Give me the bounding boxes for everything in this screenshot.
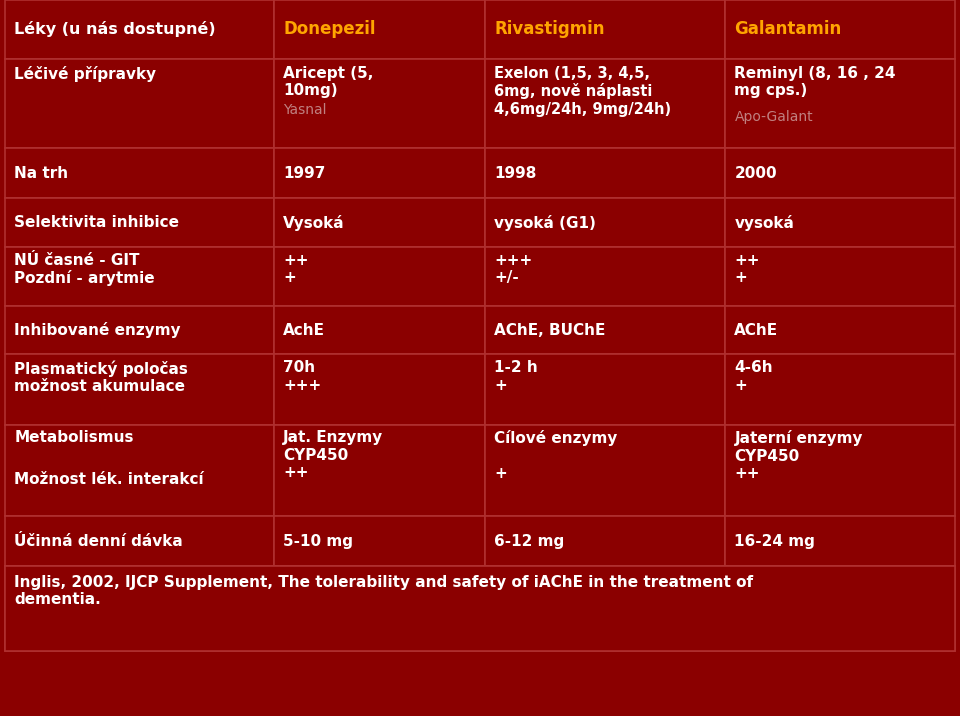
Text: Metabolismus: Metabolismus	[14, 430, 133, 445]
Bar	[725, 148, 955, 198]
Bar	[5, 247, 274, 306]
Text: ++
+: ++ +	[734, 253, 760, 285]
Text: Vysoká: Vysoká	[283, 215, 345, 231]
Text: 1998: 1998	[494, 166, 537, 180]
Bar	[274, 247, 485, 306]
Bar	[274, 148, 485, 198]
Bar	[5, 306, 274, 354]
Text: AChE, BUChE: AChE, BUChE	[494, 323, 606, 337]
Bar	[274, 306, 485, 354]
Text: Cílové enzymy

+: Cílové enzymy +	[494, 430, 618, 481]
Bar	[5, 354, 274, 425]
Bar	[725, 306, 955, 354]
Text: 6-12 mg: 6-12 mg	[494, 534, 564, 548]
Text: AChE: AChE	[734, 323, 779, 337]
Bar	[274, 516, 485, 566]
Text: Účinná denní dávka: Účinná denní dávka	[14, 534, 183, 548]
Text: 5-10 mg: 5-10 mg	[283, 534, 353, 548]
Text: 70h
+++: 70h +++	[283, 360, 322, 392]
Bar	[725, 198, 955, 247]
Text: 2000: 2000	[734, 166, 777, 180]
Text: Rivastigmin: Rivastigmin	[494, 20, 605, 39]
Text: Jat. Enzymy
CYP450
++: Jat. Enzymy CYP450 ++	[283, 430, 383, 480]
Text: 1-2 h
+: 1-2 h +	[494, 360, 539, 392]
Bar	[485, 247, 725, 306]
Text: Exelon (1,5, 3, 4,5,
6mg, nově náplasti
4,6mg/24h, 9mg/24h): Exelon (1,5, 3, 4,5, 6mg, nově náplasti …	[494, 66, 672, 117]
Text: vysoká: vysoká	[734, 215, 794, 231]
Bar	[274, 354, 485, 425]
Bar	[485, 354, 725, 425]
Text: Plasmatický poločas
možnost akumulace: Plasmatický poločas možnost akumulace	[14, 360, 188, 394]
Bar	[485, 0, 725, 59]
Bar	[725, 59, 955, 148]
Text: Aricept (5,
10mg): Aricept (5, 10mg)	[283, 66, 373, 98]
Bar	[725, 516, 955, 566]
Text: Inhibované enzymy: Inhibované enzymy	[14, 322, 181, 338]
Text: Léčivé přípravky: Léčivé přípravky	[14, 66, 156, 82]
Text: 4-6h
+: 4-6h +	[734, 360, 773, 392]
Text: Donepezil: Donepezil	[283, 20, 375, 39]
Bar	[274, 425, 485, 516]
Text: Inglis, 2002, IJCP Supplement, The tolerability and safety of iAChE in the treat: Inglis, 2002, IJCP Supplement, The toler…	[14, 575, 754, 607]
Text: +++
+/-: +++ +/-	[494, 253, 533, 285]
Bar	[5, 59, 274, 148]
Text: Apo-Galant: Apo-Galant	[734, 110, 813, 125]
Text: Galantamin: Galantamin	[734, 20, 842, 39]
Bar	[485, 516, 725, 566]
Text: vysoká (G1): vysoká (G1)	[494, 215, 596, 231]
Bar	[5, 566, 955, 651]
Bar	[5, 198, 274, 247]
Bar	[274, 59, 485, 148]
Text: 1997: 1997	[283, 166, 325, 180]
Bar	[725, 247, 955, 306]
Bar	[274, 198, 485, 247]
Text: Možnost lék. interakcí: Možnost lék. interakcí	[14, 472, 204, 487]
Text: Selektivita inhibice: Selektivita inhibice	[14, 216, 180, 230]
Bar	[485, 59, 725, 148]
Bar	[725, 0, 955, 59]
Text: NÚ časné - GIT
Pozdní - arytmie: NÚ časné - GIT Pozdní - arytmie	[14, 253, 155, 286]
Text: Reminyl (8, 16 , 24
mg cps.): Reminyl (8, 16 , 24 mg cps.)	[734, 66, 896, 98]
Bar	[485, 425, 725, 516]
Bar	[274, 0, 485, 59]
Bar	[5, 566, 955, 651]
Bar	[5, 516, 274, 566]
Bar	[485, 306, 725, 354]
Text: Léky (u nás dostupné): Léky (u nás dostupné)	[14, 21, 216, 37]
Bar	[5, 425, 274, 516]
Text: Jaterní enzymy
CYP450
++: Jaterní enzymy CYP450 ++	[734, 430, 863, 481]
Bar	[485, 198, 725, 247]
Text: AchE: AchE	[283, 323, 325, 337]
Text: Na trh: Na trh	[14, 166, 68, 180]
Bar	[725, 425, 955, 516]
Bar	[485, 148, 725, 198]
Bar	[725, 354, 955, 425]
Bar	[5, 148, 274, 198]
Text: 16-24 mg: 16-24 mg	[734, 534, 815, 548]
Bar	[5, 0, 274, 59]
Text: Yasnal: Yasnal	[283, 103, 326, 117]
Text: ++
+: ++ +	[283, 253, 309, 285]
